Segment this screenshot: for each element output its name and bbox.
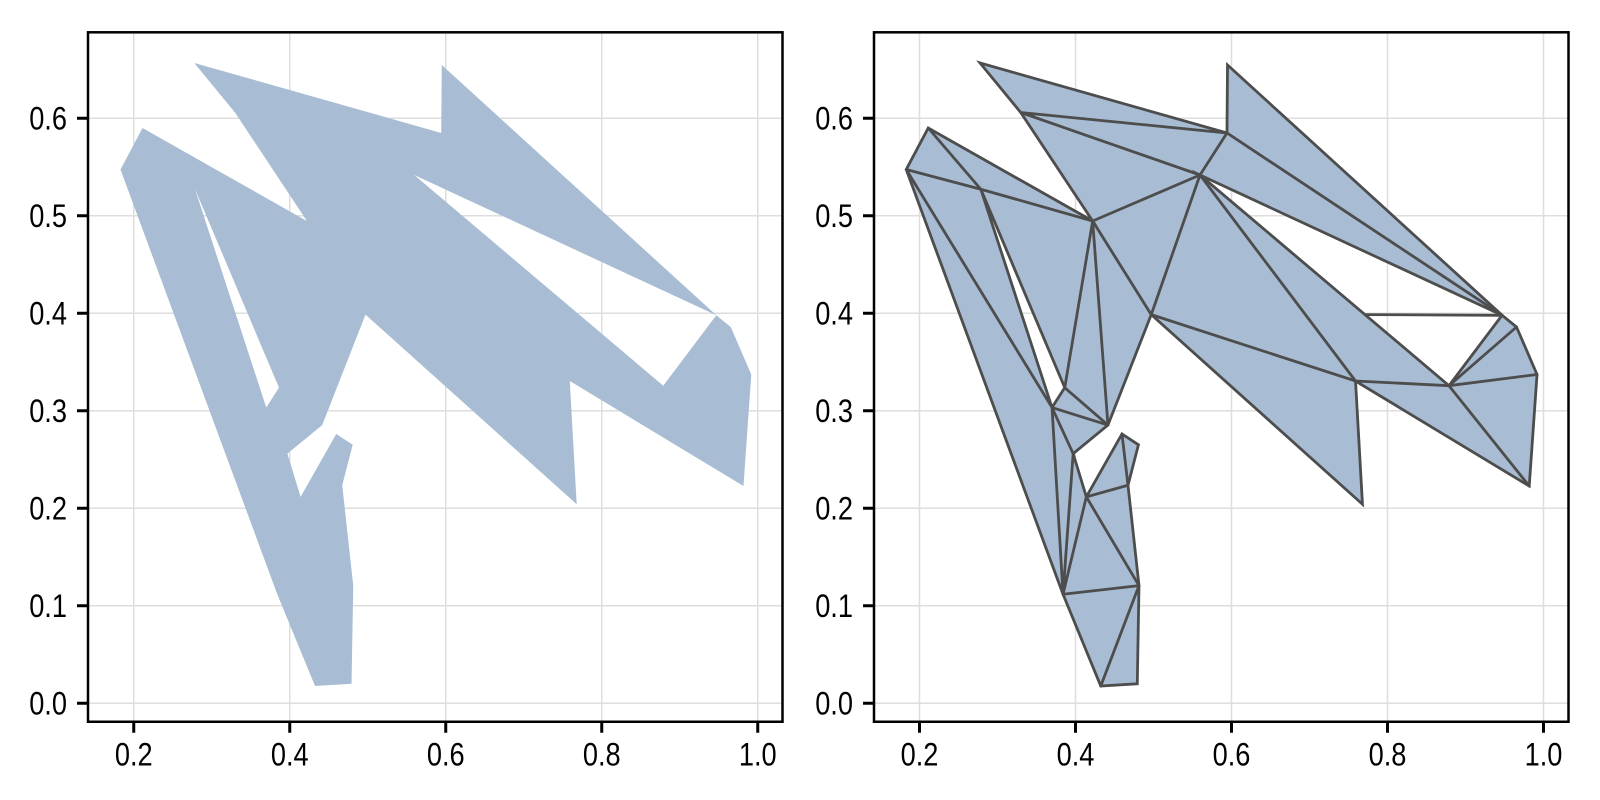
svg-text:0.4: 0.4 (815, 295, 853, 331)
svg-text:1.0: 1.0 (1525, 736, 1563, 772)
svg-text:0.4: 0.4 (29, 295, 67, 331)
svg-text:0.5: 0.5 (29, 198, 67, 234)
svg-text:0.2: 0.2 (29, 490, 67, 526)
svg-text:0.1: 0.1 (29, 588, 67, 624)
svg-text:0.2: 0.2 (815, 490, 853, 526)
svg-text:1.0: 1.0 (739, 736, 777, 772)
svg-text:0.5: 0.5 (815, 198, 853, 234)
svg-text:0.0: 0.0 (815, 685, 853, 721)
svg-text:0.8: 0.8 (1369, 736, 1407, 772)
svg-text:0.3: 0.3 (815, 393, 853, 429)
svg-text:0.2: 0.2 (115, 736, 153, 772)
svg-text:0.4: 0.4 (1057, 736, 1095, 772)
svg-text:0.8: 0.8 (583, 736, 621, 772)
svg-text:0.6: 0.6 (1213, 736, 1251, 772)
svg-text:0.6: 0.6 (815, 100, 853, 136)
svg-text:0.6: 0.6 (427, 736, 465, 772)
svg-text:0.6: 0.6 (29, 100, 67, 136)
svg-text:0.2: 0.2 (901, 736, 939, 772)
svg-text:0.0: 0.0 (29, 685, 67, 721)
svg-text:0.4: 0.4 (271, 736, 309, 772)
svg-text:0.3: 0.3 (29, 393, 67, 429)
svg-text:0.1: 0.1 (815, 588, 853, 624)
